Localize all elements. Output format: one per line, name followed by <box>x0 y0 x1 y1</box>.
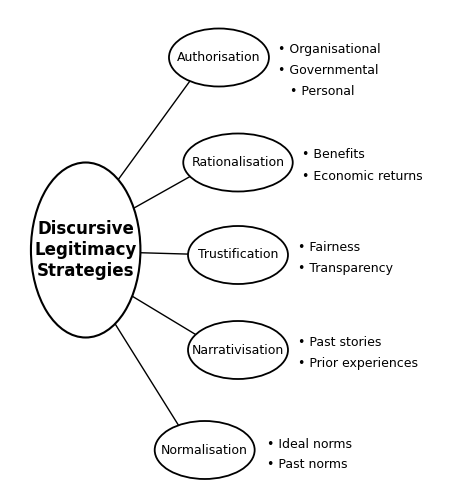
Text: • Organisational: • Organisational <box>278 44 381 57</box>
Ellipse shape <box>169 28 269 86</box>
Text: • Fairness: • Fairness <box>298 241 360 254</box>
Text: Narrativisation: Narrativisation <box>192 344 284 356</box>
Ellipse shape <box>188 321 288 379</box>
Text: • Governmental: • Governmental <box>278 64 379 78</box>
Text: • Personal: • Personal <box>278 86 355 98</box>
Ellipse shape <box>155 421 255 479</box>
Text: Rationalisation: Rationalisation <box>191 156 285 169</box>
Text: • Prior experiences: • Prior experiences <box>298 357 417 370</box>
Text: Authorisation: Authorisation <box>177 51 261 64</box>
Text: • Past norms: • Past norms <box>267 458 347 471</box>
Text: • Transparency: • Transparency <box>298 262 393 275</box>
Text: • Economic returns: • Economic returns <box>302 170 423 182</box>
Text: Trustification: Trustification <box>198 248 278 262</box>
Text: • Ideal norms: • Ideal norms <box>267 438 352 450</box>
Text: • Benefits: • Benefits <box>302 148 365 162</box>
Text: • Past stories: • Past stories <box>298 336 381 349</box>
Text: Discursive
Legitimacy
Strategies: Discursive Legitimacy Strategies <box>34 220 137 280</box>
Ellipse shape <box>188 226 288 284</box>
Text: Normalisation: Normalisation <box>161 444 248 456</box>
Ellipse shape <box>183 134 293 192</box>
Ellipse shape <box>31 162 140 338</box>
